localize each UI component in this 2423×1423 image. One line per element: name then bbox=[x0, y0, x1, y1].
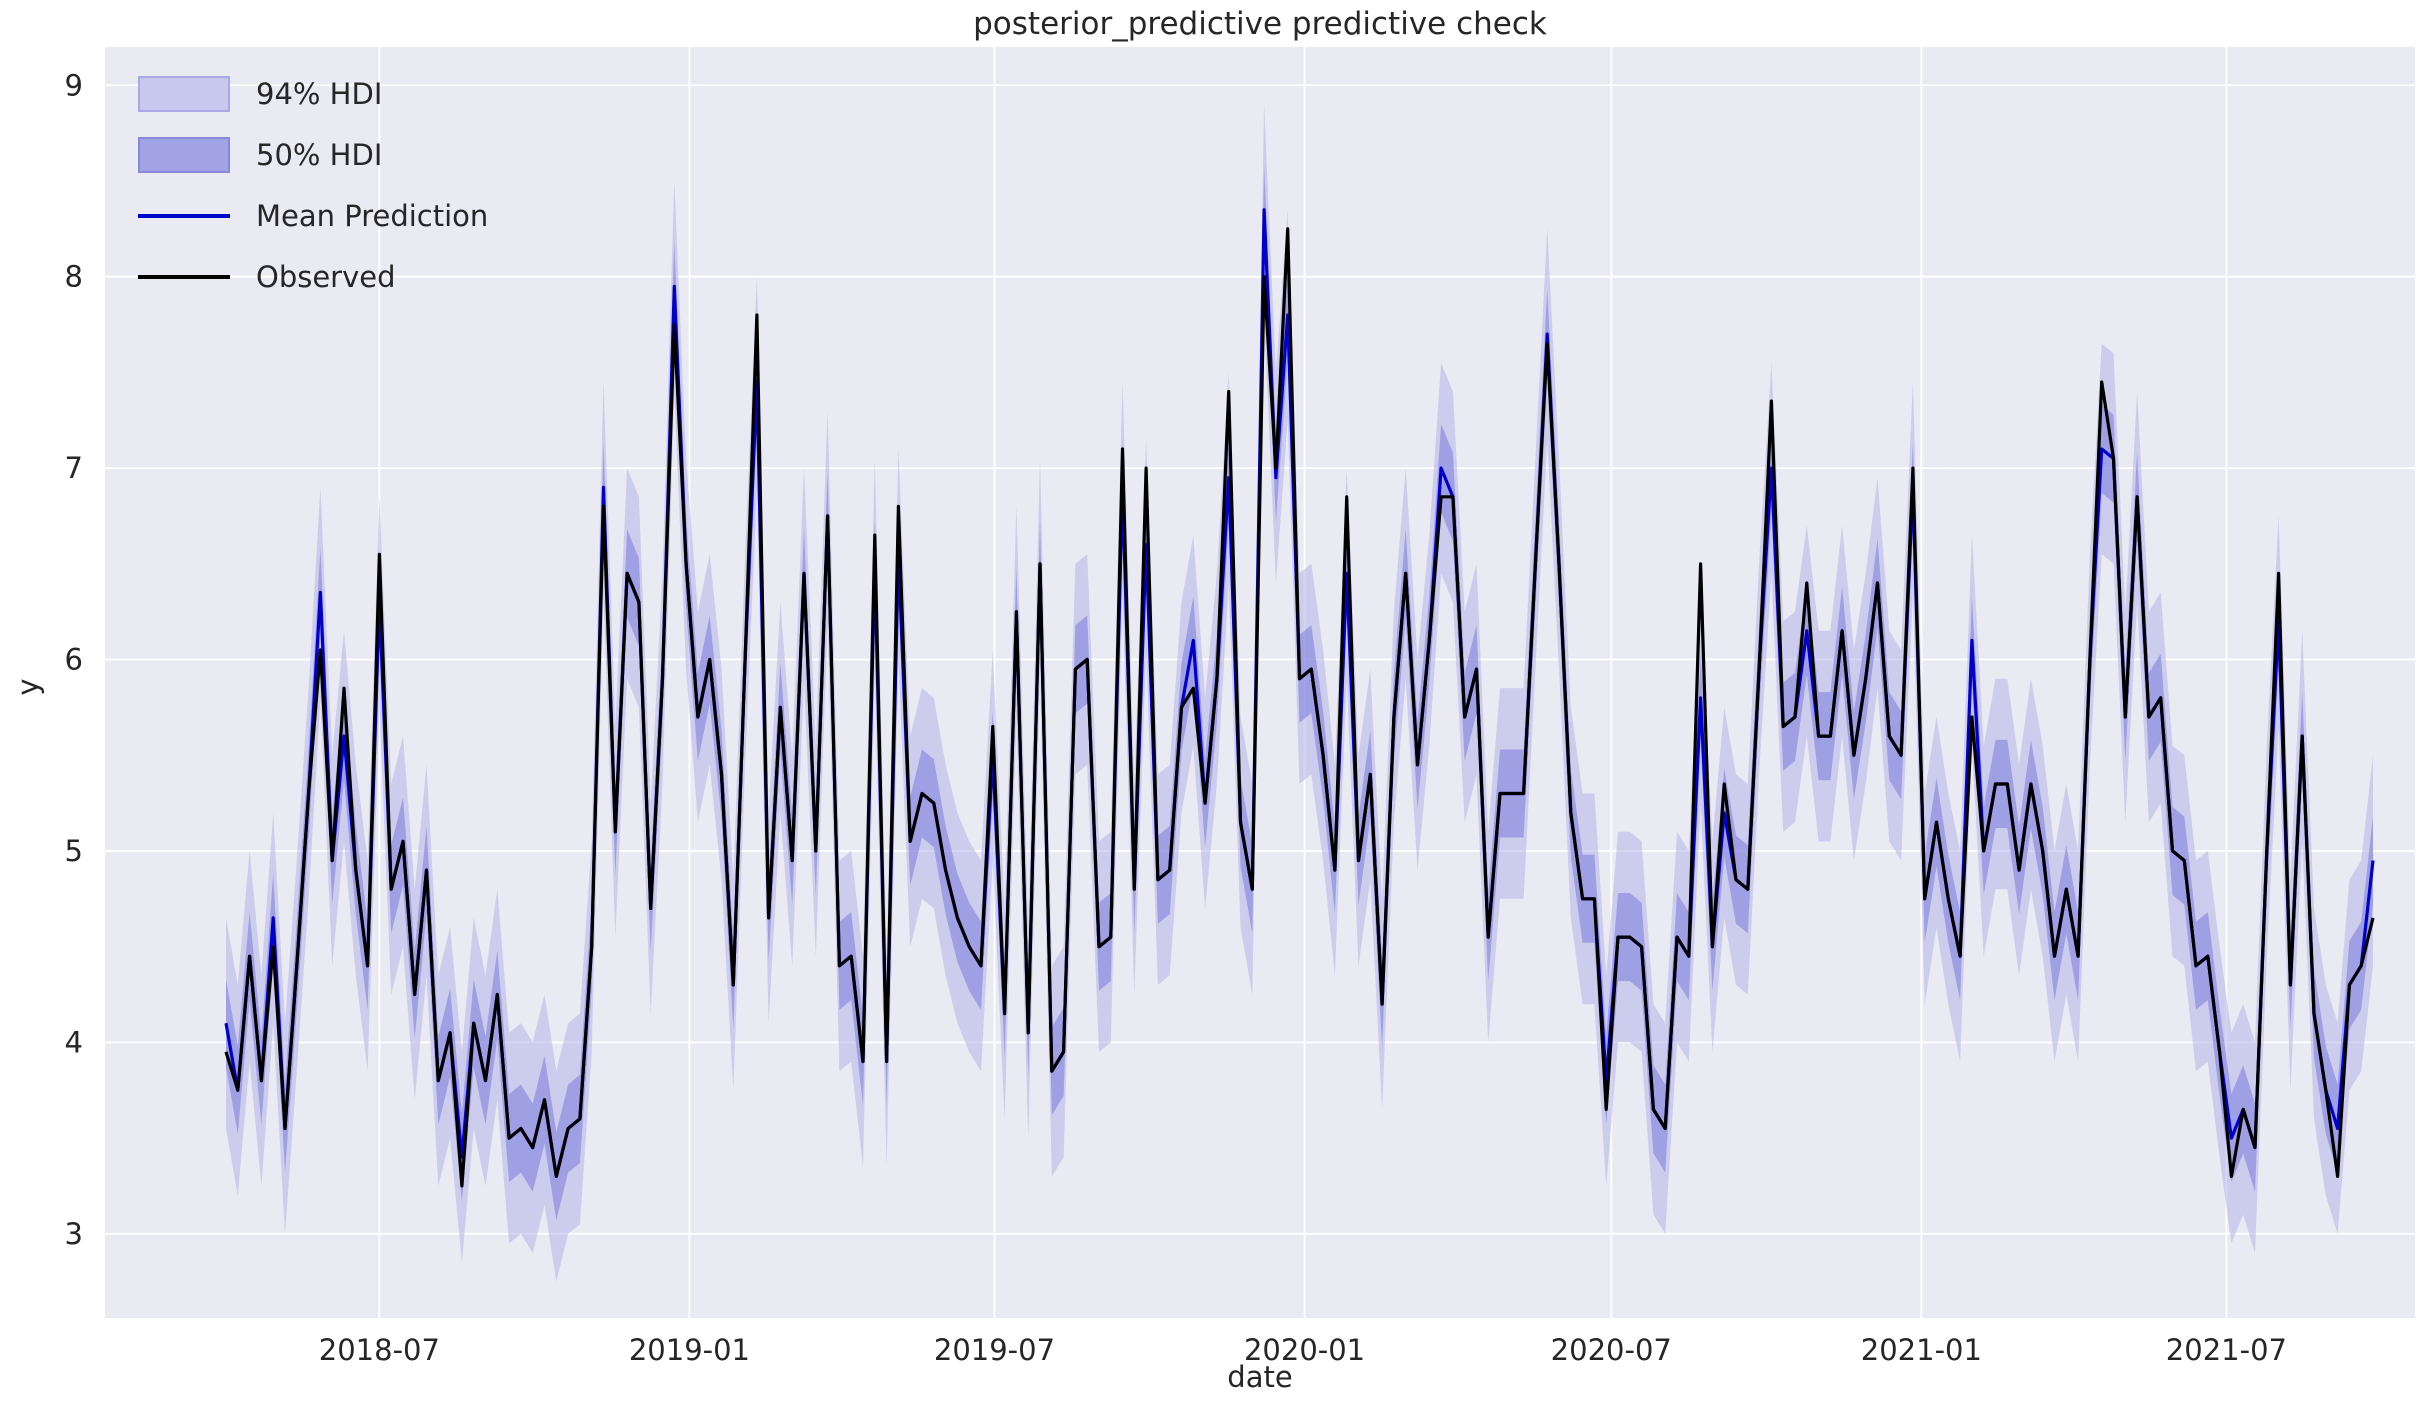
chart-title: posterior_predictive predictive check bbox=[973, 6, 1547, 42]
legend-label: 94% HDI bbox=[256, 77, 383, 111]
x-tick-label: 2020-01 bbox=[1244, 1333, 1365, 1367]
x-tick-label: 2019-01 bbox=[629, 1333, 750, 1367]
legend-label: Observed bbox=[256, 260, 396, 294]
legend-band-swatch bbox=[138, 137, 230, 173]
legend: 94% HDI 50% HDI Mean Prediction Observed bbox=[138, 72, 488, 299]
y-tick-label: 9 bbox=[65, 68, 83, 102]
legend-item: 50% HDI bbox=[138, 133, 488, 177]
y-axis-label: y bbox=[11, 678, 45, 696]
legend-label: Mean Prediction bbox=[256, 199, 489, 233]
legend-item: Observed bbox=[138, 255, 488, 299]
legend-band-swatch bbox=[138, 76, 230, 112]
hdi-50-band bbox=[226, 165, 2373, 1221]
legend-line-swatch bbox=[138, 275, 230, 279]
y-tick-label: 5 bbox=[65, 834, 83, 868]
observed-line bbox=[224, 227, 2375, 1188]
legend-item: Mean Prediction bbox=[138, 194, 488, 238]
x-axis-label: date bbox=[1227, 1360, 1293, 1394]
x-tick-label: 2021-07 bbox=[2166, 1333, 2287, 1367]
legend-label: 50% HDI bbox=[256, 138, 383, 172]
y-tick-label: 3 bbox=[65, 1217, 83, 1251]
y-tick-label: 8 bbox=[65, 260, 83, 294]
legend-line-swatch bbox=[138, 214, 230, 218]
x-tick-label: 2021-01 bbox=[1861, 1333, 1982, 1367]
legend-item: 94% HDI bbox=[138, 72, 488, 116]
y-tick-label: 6 bbox=[65, 643, 83, 677]
x-tick-label: 2018-07 bbox=[319, 1333, 440, 1367]
y-tick-label: 7 bbox=[65, 451, 83, 485]
x-tick-label: 2019-07 bbox=[934, 1333, 1055, 1367]
y-tick-label: 4 bbox=[65, 1025, 83, 1059]
x-tick-label: 2020-07 bbox=[1551, 1333, 1672, 1367]
